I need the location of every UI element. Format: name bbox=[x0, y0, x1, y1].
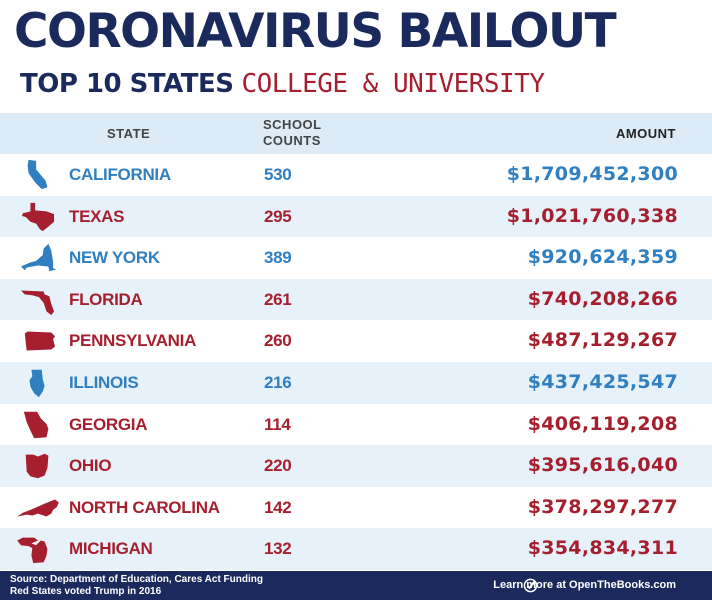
subtitle-college: COLLEGE & UNIVERSITY bbox=[241, 69, 545, 99]
header-school-counts: SCHOOL COUNTS bbox=[263, 117, 322, 148]
table-row: CALIFORNIA 530 $1,709,452,300 bbox=[0, 154, 712, 196]
note-text: Red States voted Trump in 2016 bbox=[10, 586, 162, 597]
state-name: GEORGIA bbox=[69, 414, 148, 434]
table-body: CALIFORNIA 530 $1,709,452,300 TEXAS 295 $1,02… bbox=[0, 154, 712, 570]
state-name: TEXAS bbox=[69, 206, 125, 226]
amount-value: $1,709,452,300 bbox=[506, 163, 678, 185]
school-count: 260 bbox=[264, 331, 292, 351]
amount-value: $920,624,359 bbox=[527, 246, 678, 269]
page-title: CORONAVIRUS BAILOUT bbox=[14, 4, 617, 59]
state-shape bbox=[17, 499, 59, 517]
table-row: NORTH CAROLINA 142 $378,297,277 bbox=[0, 487, 712, 529]
subtitle: TOP 10 STATES COLLEGE & UNIVERSITY bbox=[20, 64, 545, 107]
state-name: PENNSYLVANIA bbox=[69, 331, 197, 351]
state-name: ILLINOIS bbox=[69, 372, 139, 392]
state-shape bbox=[17, 538, 48, 564]
school-count: 261 bbox=[264, 289, 292, 309]
georgia-shape-icon bbox=[23, 411, 49, 438]
state-shape bbox=[21, 202, 55, 231]
table-row: FLORIDA 261 $740,208,266 bbox=[0, 278, 712, 321]
school-count: 142 bbox=[264, 497, 292, 517]
state-name: NORTH CAROLINA bbox=[69, 497, 220, 517]
checkmark-icon bbox=[523, 578, 538, 593]
school-count: 114 bbox=[264, 414, 291, 434]
state-shape bbox=[25, 453, 49, 479]
table-row: ILLINOIS 216 $437,425,547 bbox=[0, 361, 712, 404]
state-name: NEW YORK bbox=[69, 248, 160, 268]
footer: Source: Department of Education, Cares A… bbox=[0, 571, 712, 600]
table-row: OHIO 220 $395,616,040 bbox=[0, 445, 712, 487]
header-amount: AMOUNT bbox=[615, 126, 676, 141]
footer-source: Source: Department of Education, Cares A… bbox=[10, 574, 263, 598]
california-shape-icon bbox=[27, 159, 48, 190]
table-header: STATE SCHOOL COUNTS AMOUNT bbox=[0, 113, 712, 154]
table-row: MICHIGAN 132 $354,834,311 bbox=[0, 528, 712, 570]
school-count: 389 bbox=[264, 248, 292, 268]
amount-value: $406,119,208 bbox=[527, 412, 678, 435]
illinois-shape-icon bbox=[29, 369, 45, 398]
school-count: 132 bbox=[264, 539, 292, 559]
learn-more-link[interactable]: Learn more at OpenTheBooks.com bbox=[493, 579, 676, 591]
michigan-shape-icon bbox=[17, 538, 48, 564]
header-state: STATE bbox=[107, 126, 151, 141]
table-row: GEORGIA 114 $406,119,208 bbox=[0, 404, 712, 446]
state-name: CALIFORNIA bbox=[69, 165, 171, 184]
amount-value: $437,425,547 bbox=[527, 370, 678, 393]
amount-value: $354,834,311 bbox=[527, 537, 678, 560]
source-text: Source: Department of Education, Cares A… bbox=[10, 574, 263, 585]
florida-shape-icon bbox=[21, 290, 55, 315]
state-name: FLORIDA bbox=[69, 289, 143, 309]
ohio-shape-icon bbox=[25, 453, 49, 479]
amount-value: $378,297,277 bbox=[527, 495, 678, 518]
table-row: NEW YORK 389 $920,624,359 bbox=[0, 237, 712, 279]
amount-value: $740,208,266 bbox=[527, 287, 678, 310]
texas-shape-icon bbox=[21, 202, 55, 231]
north-carolina-shape-icon bbox=[17, 499, 59, 517]
school-count: 216 bbox=[264, 372, 292, 392]
state-shape bbox=[21, 244, 57, 272]
school-count: 220 bbox=[264, 456, 292, 476]
school-count: 295 bbox=[264, 206, 292, 226]
table-row: TEXAS 295 $1,021,760,338 bbox=[0, 195, 712, 238]
state-shape bbox=[24, 331, 55, 351]
state-shape bbox=[21, 290, 55, 315]
subtitle-top-10: TOP 10 STATES bbox=[20, 69, 234, 99]
state-shape bbox=[27, 159, 48, 190]
amount-value: $1,021,760,338 bbox=[506, 204, 678, 227]
state-name: OHIO bbox=[69, 456, 112, 476]
amount-value: $487,129,267 bbox=[527, 329, 678, 352]
state-shape bbox=[23, 411, 49, 438]
state-shape bbox=[29, 369, 45, 398]
table-row: PENNSYLVANIA 260 $487,129,267 bbox=[0, 320, 712, 362]
pennsylvania-shape-icon bbox=[24, 331, 55, 351]
new-york-shape-icon bbox=[21, 244, 57, 272]
amount-value: $395,616,040 bbox=[527, 454, 678, 477]
data-table: STATE SCHOOL COUNTS AMOUNT CALIFORNIA 530… bbox=[0, 113, 712, 570]
school-count: 530 bbox=[264, 165, 292, 184]
state-name: MICHIGAN bbox=[69, 539, 153, 559]
